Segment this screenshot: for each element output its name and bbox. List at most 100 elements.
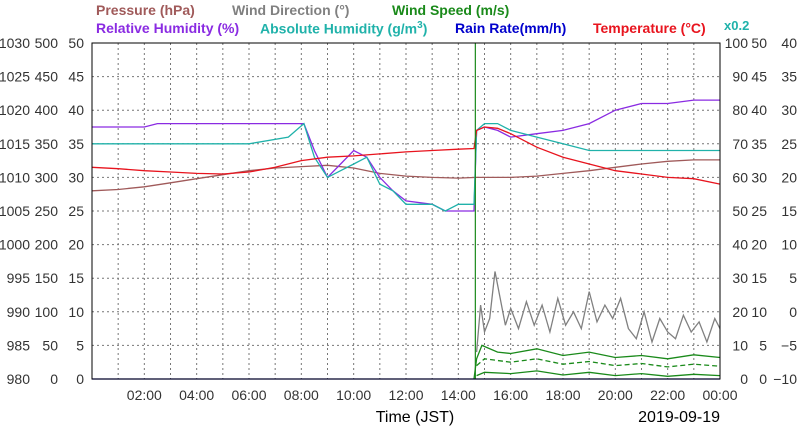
tick-label-wind_direction: 200	[35, 237, 59, 253]
tick-label-relative_humidity: 100	[725, 35, 749, 51]
tick-label-relative_humidity: 90	[732, 69, 748, 85]
tick-label-wind_direction: 450	[35, 69, 59, 85]
tick-label-rain_rate: 40	[751, 102, 767, 118]
x-tick-label: 10:00	[336, 387, 371, 403]
date-label: 2019-09-19	[638, 409, 720, 426]
tick-label-rain_rate: 25	[751, 203, 767, 219]
tick-label-wind_speed: 0	[76, 371, 84, 387]
legend-wind-speed: Wind Speed (m/s)	[392, 2, 510, 18]
tick-label-relative_humidity: 40	[732, 237, 748, 253]
plot-frame	[91, 42, 721, 380]
legend-scale-note: x0.2	[724, 18, 750, 33]
tick-label-temperature: 40	[781, 35, 797, 51]
legend-absolute-humidity-close: )	[422, 20, 428, 37]
tick-label-wind_direction: 50	[42, 337, 58, 353]
legend-wind-direction: Wind Direction (°)	[232, 2, 350, 18]
x-tick-label: 04:00	[179, 387, 214, 403]
tick-label-rain_rate: 0	[759, 371, 767, 387]
tick-label-temperature: 5	[789, 270, 797, 286]
tick-label-pressure: 995	[7, 270, 31, 286]
tick-label-temperature: −10	[773, 371, 797, 387]
tick-label-wind_direction: 100	[35, 304, 59, 320]
tick-label-pressure: 980	[7, 371, 31, 387]
tick-label-temperature: 35	[781, 69, 797, 85]
x-tick-label: 20:00	[598, 387, 633, 403]
x-tick-label: 02:00	[127, 387, 162, 403]
right-axes-ticks: 0102030405060708090100051015202530354045…	[725, 35, 798, 387]
x-tick-label: 00:00	[702, 387, 737, 403]
tick-label-temperature: 20	[781, 169, 797, 185]
tick-label-wind_direction: 0	[50, 371, 58, 387]
tick-label-pressure: 1000	[0, 237, 30, 253]
tick-label-pressure: 1025	[0, 69, 30, 85]
x-axis-ticks: 02:00 04:00 06:00 08:00 10:00 12:00 14:00 16:00…	[127, 387, 738, 403]
tick-label-wind_speed: 50	[68, 35, 84, 51]
tick-label-pressure: 1005	[0, 203, 30, 219]
tick-label-temperature: 0	[789, 304, 797, 320]
tick-label-wind_speed: 35	[68, 136, 84, 152]
tick-label-wind_speed: 30	[68, 169, 84, 185]
tick-label-temperature: 25	[781, 136, 797, 152]
tick-label-relative_humidity: 10	[732, 337, 748, 353]
tick-label-relative_humidity: 70	[732, 136, 748, 152]
tick-label-relative_humidity: 50	[732, 203, 748, 219]
x-tick-label: 18:00	[545, 387, 580, 403]
tick-label-wind_speed: 40	[68, 102, 84, 118]
series-line-wind-speed-m-s	[473, 344, 721, 380]
tick-label-temperature: −5	[781, 337, 797, 353]
tick-label-wind_direction: 500	[35, 35, 59, 51]
x-axis-title: Time (JST)	[376, 409, 455, 426]
legend-rain-rate: Rain Rate(mm/h)	[455, 20, 567, 36]
legend-absolute-humidity-sup: 3	[417, 20, 423, 31]
tick-label-relative_humidity: 80	[732, 102, 748, 118]
tick-label-wind_speed: 10	[68, 304, 84, 320]
grid-lines	[92, 43, 720, 379]
x-tick-label: 06:00	[231, 387, 266, 403]
tick-label-rain_rate: 20	[751, 237, 767, 253]
tick-label-temperature: 30	[781, 102, 797, 118]
tick-label-rain_rate: 50	[751, 35, 767, 51]
tick-label-wind_speed: 20	[68, 237, 84, 253]
x-tick-label: 14:00	[441, 387, 476, 403]
tick-label-pressure: 1020	[0, 102, 30, 118]
tick-label-rain_rate: 45	[751, 69, 767, 85]
tick-label-relative_humidity: 0	[740, 371, 748, 387]
series-line-wind-speed-m-s-low	[476, 370, 721, 377]
x-tick-label: 22:00	[650, 387, 685, 403]
tick-label-relative_humidity: 60	[732, 169, 748, 185]
tick-label-temperature: 15	[781, 203, 797, 219]
series-line-wind-direction	[475, 271, 721, 353]
tick-label-relative_humidity: 30	[732, 270, 748, 286]
tick-label-wind_speed: 15	[68, 270, 84, 286]
tick-label-rain_rate: 30	[751, 169, 767, 185]
tick-label-rain_rate: 10	[751, 304, 767, 320]
series-line-pressure-hpa	[91, 159, 720, 192]
legend-relative-humidity: Relative Humidity (%)	[96, 20, 240, 36]
tick-label-pressure: 990	[7, 304, 31, 320]
x-tick-label: 12:00	[388, 387, 423, 403]
tick-label-wind_direction: 400	[35, 102, 59, 118]
tick-label-wind_speed: 5	[76, 337, 84, 353]
tick-label-pressure: 1015	[0, 136, 30, 152]
series-line-temperature-c	[91, 126, 721, 185]
legend-temperature: Temperature (°C)	[593, 20, 706, 36]
tick-label-wind_direction: 300	[35, 169, 59, 185]
series-line-wind-speed-m-s-dashed	[476, 358, 721, 368]
tick-label-wind_direction: 150	[35, 270, 59, 286]
tick-label-wind_direction: 250	[35, 203, 59, 219]
tick-label-wind_speed: 45	[68, 69, 84, 85]
tick-label-pressure: 1030	[0, 35, 30, 51]
tick-label-rain_rate: 35	[751, 136, 767, 152]
tick-label-rain_rate: 15	[751, 270, 767, 286]
tick-label-pressure: 1010	[0, 169, 30, 185]
series-line-absolute-humidity-g-m3	[92, 122, 720, 212]
tick-label-temperature: 10	[781, 237, 797, 253]
tick-label-wind_speed: 25	[68, 203, 84, 219]
tick-label-rain_rate: 5	[759, 337, 767, 353]
tick-label-relative_humidity: 20	[732, 304, 748, 320]
left-axes-ticks: 9809859909951000100510101015102010251030…	[0, 35, 84, 387]
legend-absolute-humidity: Absolute Humidity (g/m3)	[260, 20, 427, 37]
x-tick-label: 16:00	[493, 387, 528, 403]
x-tick-label: 08:00	[284, 387, 319, 403]
